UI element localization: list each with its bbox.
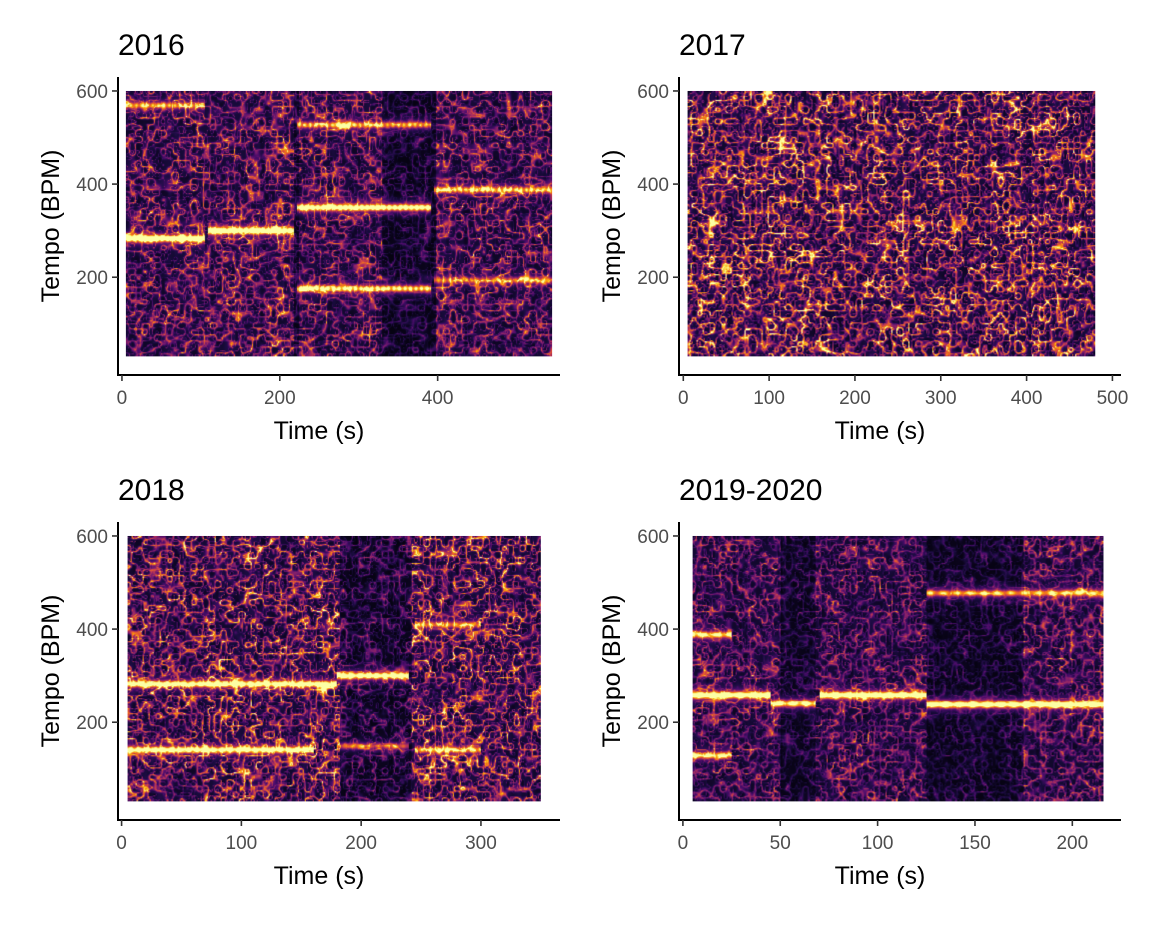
- x-tick-label: 100: [226, 833, 258, 854]
- heatmap-image: [127, 535, 541, 802]
- axis-lines: [678, 522, 1121, 821]
- axis-lines: [117, 522, 560, 821]
- x-axis-label: Time (s): [835, 417, 926, 445]
- panel-title: 2016: [118, 29, 185, 62]
- panel-title: 2018: [118, 474, 185, 507]
- panel-1: 0 200 400 200 400 600 2016 Time (s) Tempo (BPM): [37, 29, 560, 445]
- x-tick-label: 400: [1011, 388, 1043, 409]
- x-tick-label: 200: [839, 388, 871, 409]
- y-tick-label: 400: [637, 175, 669, 196]
- y-tick-label: 200: [76, 268, 108, 289]
- axis-lines: [678, 77, 1121, 376]
- x-tick-label: 200: [1056, 833, 1088, 854]
- y-axis-label: Tempo (BPM): [598, 595, 626, 748]
- heatmap-image: [692, 535, 1104, 802]
- y-tick-label: 400: [76, 175, 108, 196]
- y-axis-label: Tempo (BPM): [37, 150, 65, 303]
- x-tick-label: 200: [345, 833, 377, 854]
- heatmap-image: [687, 90, 1096, 357]
- heatmap-image: [125, 90, 553, 357]
- x-tick-label: 200: [264, 388, 296, 409]
- y-tick-label: 400: [76, 620, 108, 641]
- x-tick-label: 50: [770, 833, 791, 854]
- y-tick-label: 600: [637, 82, 669, 103]
- x-tick-label: 0: [678, 388, 689, 409]
- y-tick-label: 600: [76, 527, 108, 548]
- panel-title: 2017: [679, 29, 746, 62]
- x-tick-label: 100: [753, 388, 785, 409]
- x-axis-label: Time (s): [835, 862, 926, 890]
- x-tick-label: 300: [465, 833, 497, 854]
- y-axis-label: Tempo (BPM): [37, 595, 65, 748]
- x-tick-label: 400: [422, 388, 454, 409]
- x-tick-label: 0: [116, 833, 127, 854]
- axis-lines: [117, 77, 560, 376]
- x-tick-label: 100: [862, 833, 894, 854]
- panel-3: 0 100 200 300 200 400 600 2018 Time (s) Tempo (BP…: [37, 474, 560, 890]
- x-tick-label: 0: [117, 388, 128, 409]
- x-tick-label: 500: [1097, 388, 1129, 409]
- y-tick-label: 200: [76, 713, 108, 734]
- y-tick-label: 400: [637, 620, 669, 641]
- y-tick-label: 200: [637, 268, 669, 289]
- x-tick-label: 150: [959, 833, 991, 854]
- y-tick-label: 200: [637, 713, 669, 734]
- x-axis-label: Time (s): [274, 417, 365, 445]
- panel-4: 0 50 100 150 200 200 400 600 2019-2020 Time (s) Te…: [598, 474, 1121, 890]
- y-axis-label: Tempo (BPM): [598, 150, 626, 303]
- y-tick-label: 600: [637, 527, 669, 548]
- x-tick-label: 300: [925, 388, 957, 409]
- y-tick-label: 600: [76, 82, 108, 103]
- panel-2: 0 100 200 300 400 500 200 400 600 2017 Time (s) Tem…: [598, 29, 1128, 445]
- panel-title: 2019-2020: [679, 474, 822, 507]
- x-tick-label: 0: [678, 833, 689, 854]
- x-axis-label: Time (s): [274, 862, 365, 890]
